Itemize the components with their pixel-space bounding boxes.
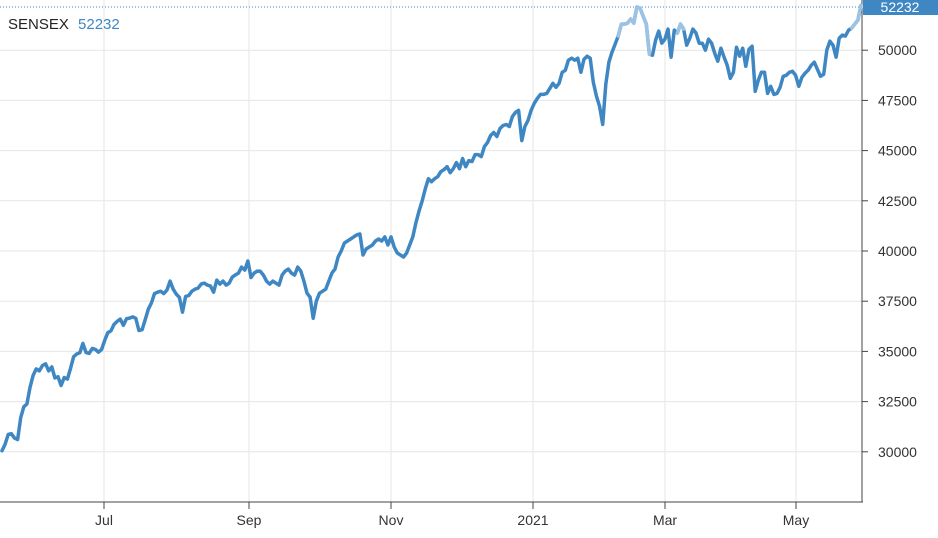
x-tick-label: Nov [379,512,404,528]
x-tick-label: Jul [95,512,113,528]
y-tick-label: 42500 [878,193,917,209]
x-tick-label: May [783,512,809,528]
y-tick-label: 30000 [878,444,917,460]
grid-lines [0,0,862,502]
y-tick-label: 35000 [878,343,917,359]
x-tick-label: 2021 [517,512,548,528]
y-tick-label: 37500 [878,293,917,309]
x-axis: Jul Sep Nov 2021 Mar May [0,501,863,528]
y-tick-label: 50000 [878,42,917,58]
series-line-highlight [616,3,863,56]
y-tick-label: 47500 [878,92,917,108]
last-price-badge-bg [863,0,938,15]
last-price-badge: 52232 [863,0,938,15]
legend: SENSEX 52232 [8,16,120,33]
y-tick-label: 32500 [878,394,917,410]
y-tick-label: 40000 [878,243,917,259]
y-axis: 30000 32500 35000 37500 40000 42500 45000 47500… [861,0,917,502]
y-tick-label: 45000 [878,143,917,159]
series-line-sensex [0,3,863,453]
legend-value: 52232 [78,16,120,33]
x-tick-label: Sep [237,512,262,528]
x-tick-label: Mar [653,512,677,528]
legend-symbol: SENSEX [8,16,69,33]
last-price-badge-label: 52232 [881,0,920,15]
